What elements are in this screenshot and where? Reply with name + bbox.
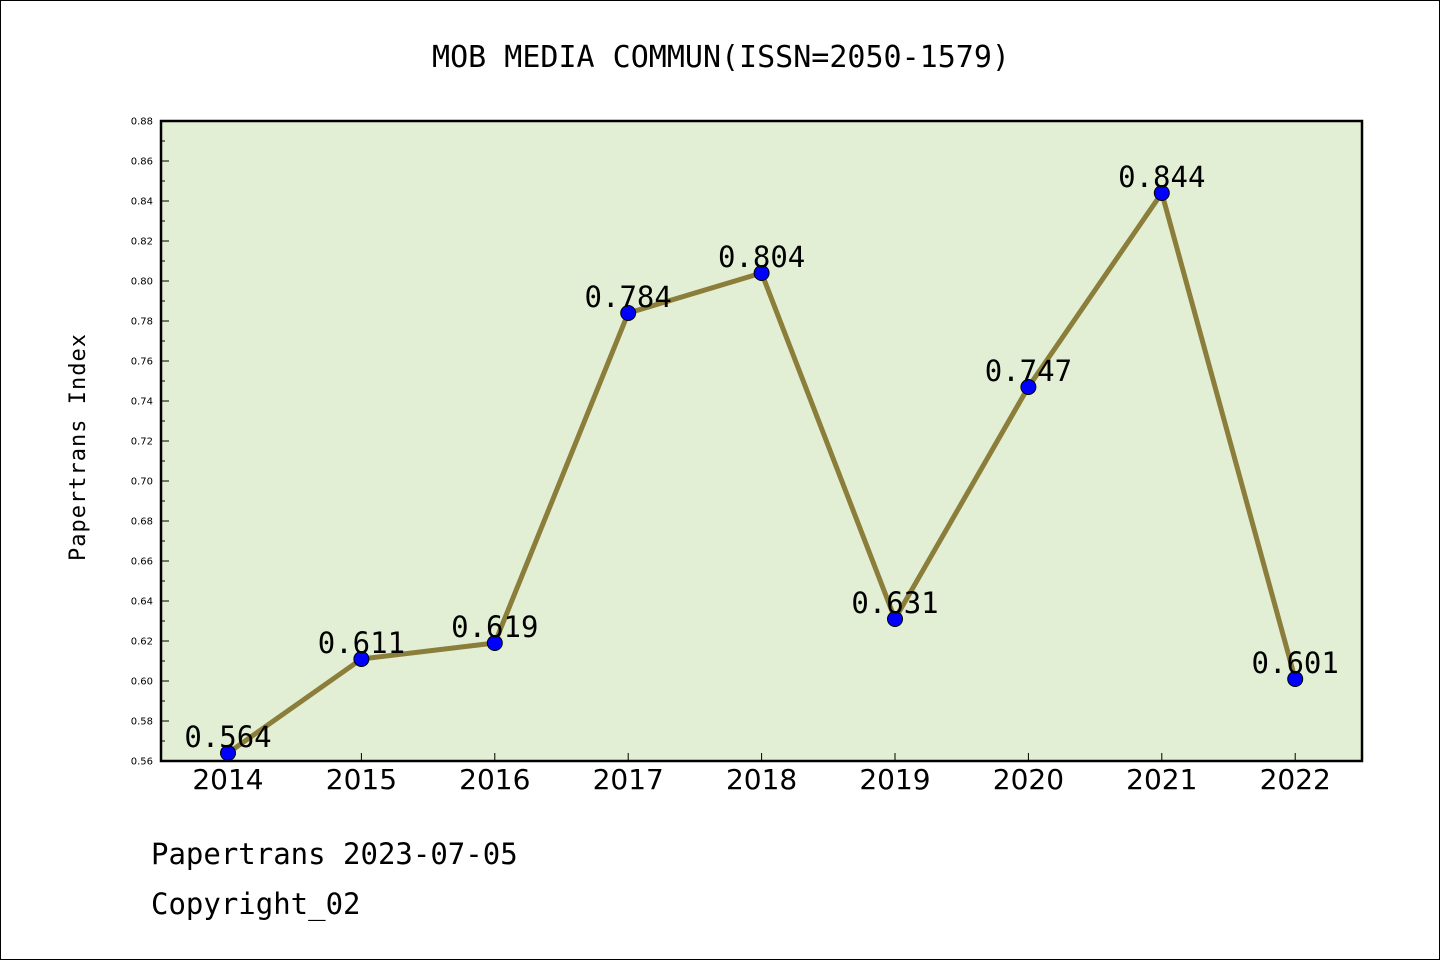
- data-point: [1020, 379, 1037, 395]
- y-tick-label: 0.74: [131, 397, 153, 408]
- data-label: 0.747: [985, 354, 1072, 388]
- x-tick-label: 2016: [459, 763, 530, 796]
- plot-area: [161, 121, 1362, 761]
- x-tick-label: 2014: [192, 763, 263, 796]
- data-point: [353, 651, 370, 667]
- data-label: 0.619: [451, 610, 538, 644]
- y-tick-label: 0.60: [131, 677, 153, 688]
- y-tick-label: 0.80: [131, 277, 153, 288]
- data-point: [887, 611, 903, 627]
- y-tick-label: 0.58: [131, 717, 153, 728]
- y-tick-label: 0.70: [131, 477, 153, 488]
- x-tick-label: 2019: [859, 763, 930, 796]
- x-axis-ticks: 2014 2015 2016 2017 2018 2019 2020 2021 2022: [192, 753, 1331, 796]
- data-point: [1153, 185, 1170, 201]
- y-tick-label: 0.72: [131, 437, 153, 448]
- data-label: 0.564: [184, 720, 271, 754]
- data-label: 0.784: [585, 280, 672, 314]
- chart-title: MOB MEDIA COMMUN(ISSN=2050-1579): [432, 40, 1010, 75]
- y-tick-label: 0.64: [131, 597, 153, 608]
- data-point: [486, 635, 503, 651]
- data-point: [620, 305, 637, 321]
- y-tick-label: 0.86: [131, 157, 153, 168]
- y-tick-label: 0.62: [131, 637, 153, 648]
- y-axis-label: Papertrans Index: [66, 333, 91, 561]
- data-label: 0.611: [318, 626, 405, 660]
- data-label: 0.631: [851, 586, 938, 620]
- y-tick-label: 0.68: [131, 517, 153, 528]
- data-label: 0.844: [1118, 160, 1205, 194]
- y-tick-label: 0.66: [131, 557, 153, 568]
- footer-date-line: Papertrans 2023-07-05: [151, 837, 518, 871]
- x-tick-label: 2018: [726, 763, 797, 796]
- plot-border: [159, 119, 1364, 763]
- x-tick-label: 2021: [1126, 763, 1197, 796]
- y-tick-label: 0.82: [131, 237, 153, 248]
- data-label: 0.804: [718, 240, 805, 274]
- y-axis-ticks: 0.56 0.58 0.60 0.62 0.64 0.66 0.68 0.70 0.72 0.74…: [131, 117, 169, 768]
- footer-copyright-line: Copyright_02: [151, 887, 361, 921]
- y-tick-label: 0.78: [131, 317, 153, 328]
- x-tick-label: 2020: [993, 763, 1064, 796]
- data-labels: 0.564 0.611 0.619 0.784 0.804 0.631 0.747 0.844…: [184, 160, 1339, 754]
- series-markers: [220, 185, 1304, 761]
- data-point: [753, 265, 770, 281]
- y-tick-label: 0.84: [131, 197, 153, 208]
- data-label: 0.601: [1252, 646, 1339, 680]
- y-tick-label: 0.76: [131, 357, 153, 368]
- data-point: [1287, 671, 1304, 687]
- x-tick-label: 2022: [1260, 763, 1331, 796]
- x-tick-label: 2017: [593, 763, 664, 796]
- y-tick-label: 0.56: [131, 757, 153, 768]
- x-tick-label: 2015: [326, 763, 397, 796]
- y-tick-label: 0.88: [131, 117, 153, 128]
